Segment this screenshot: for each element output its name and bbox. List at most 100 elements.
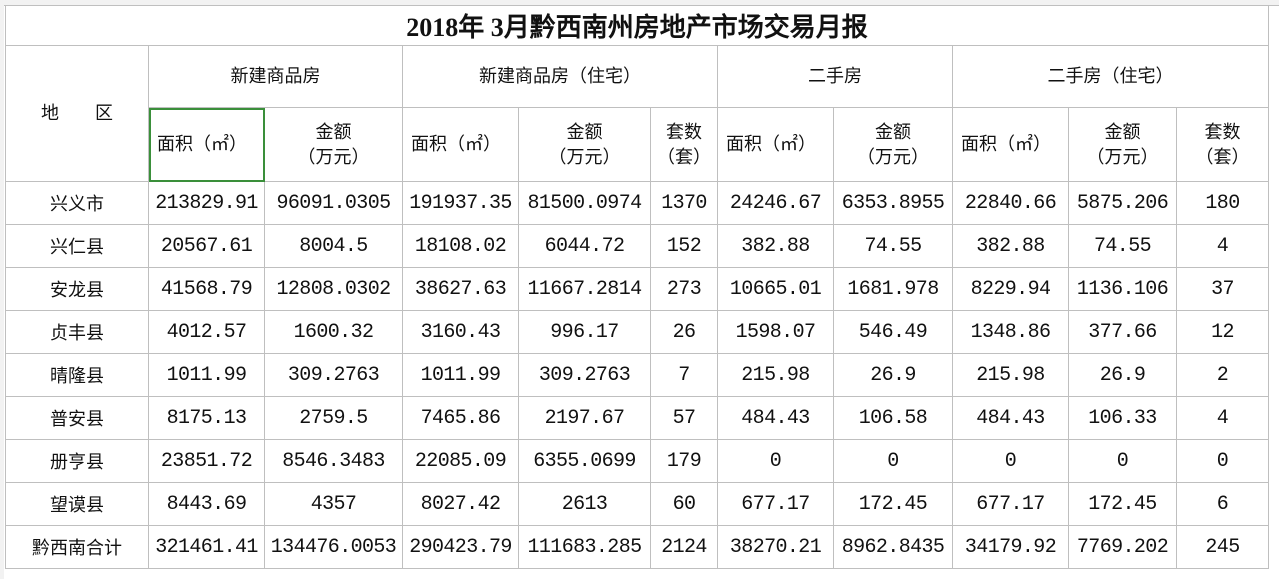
cell[interactable]: 677.17: [717, 482, 834, 526]
cell[interactable]: 12: [1176, 310, 1269, 354]
cell[interactable]: 6: [1176, 482, 1269, 526]
cell[interactable]: 321461.41: [148, 525, 265, 569]
cell[interactable]: 0: [717, 439, 834, 483]
cell[interactable]: 106.33: [1068, 396, 1177, 440]
cell[interactable]: 38270.21: [717, 525, 834, 569]
column-header[interactable]: 金额 （万元）: [518, 107, 651, 182]
group-header[interactable]: 二手房: [717, 45, 953, 108]
cell[interactable]: 8027.42: [402, 482, 519, 526]
cell[interactable]: 兴仁县: [5, 224, 149, 268]
cell[interactable]: 11667.2814: [518, 267, 651, 311]
cell[interactable]: 57: [650, 396, 718, 440]
cell[interactable]: 册亨县: [5, 439, 149, 483]
cell[interactable]: 4: [1176, 224, 1269, 268]
cell[interactable]: 0: [1176, 439, 1269, 483]
cell[interactable]: 18108.02: [402, 224, 519, 268]
cell[interactable]: 黔西南合计: [5, 525, 149, 569]
cell[interactable]: 215.98: [952, 353, 1069, 397]
cell[interactable]: 172.45: [833, 482, 953, 526]
cell[interactable]: 179: [650, 439, 718, 483]
cell[interactable]: 4012.57: [148, 310, 265, 354]
cell[interactable]: 0: [833, 439, 953, 483]
cell[interactable]: 6353.8955: [833, 181, 953, 225]
cell[interactable]: 8175.13: [148, 396, 265, 440]
column-header[interactable]: 面积（㎡）: [717, 107, 834, 182]
cell[interactable]: 1681.978: [833, 267, 953, 311]
cell[interactable]: 晴隆县: [5, 353, 149, 397]
cell[interactable]: 安龙县: [5, 267, 149, 311]
cell[interactable]: 1348.86: [952, 310, 1069, 354]
cell[interactable]: 4357: [264, 482, 403, 526]
cell[interactable]: 24246.67: [717, 181, 834, 225]
cell[interactable]: 111683.285: [518, 525, 651, 569]
cell[interactable]: 12808.0302: [264, 267, 403, 311]
sheet-title[interactable]: 2018年 3月黔西南州房地产市场交易月报: [5, 5, 1269, 46]
group-header[interactable]: 二手房（住宅）: [952, 45, 1269, 108]
column-header[interactable]: 金额 （万元）: [1068, 107, 1177, 182]
cell[interactable]: 8546.3483: [264, 439, 403, 483]
cell[interactable]: 1011.99: [402, 353, 519, 397]
cell[interactable]: 1598.07: [717, 310, 834, 354]
cell[interactable]: 22085.09: [402, 439, 519, 483]
group-header[interactable]: 新建商品房（住宅）: [402, 45, 718, 108]
column-header[interactable]: 套数 （套）: [1176, 107, 1269, 182]
cell[interactable]: 677.17: [952, 482, 1069, 526]
cell[interactable]: 贞丰县: [5, 310, 149, 354]
cell[interactable]: 382.88: [717, 224, 834, 268]
cell[interactable]: 2613: [518, 482, 651, 526]
cell[interactable]: 1011.99: [148, 353, 265, 397]
cell[interactable]: 1600.32: [264, 310, 403, 354]
group-header[interactable]: 新建商品房: [148, 45, 403, 108]
cell[interactable]: 996.17: [518, 310, 651, 354]
cell[interactable]: 2197.67: [518, 396, 651, 440]
cell[interactable]: 273: [650, 267, 718, 311]
cell[interactable]: 2: [1176, 353, 1269, 397]
cell[interactable]: 2124: [650, 525, 718, 569]
cell[interactable]: 484.43: [717, 396, 834, 440]
cell[interactable]: 7769.202: [1068, 525, 1177, 569]
cell[interactable]: 309.2763: [518, 353, 651, 397]
column-header[interactable]: 金额 （万元）: [833, 107, 953, 182]
cell[interactable]: 484.43: [952, 396, 1069, 440]
cell[interactable]: 245: [1176, 525, 1269, 569]
cell[interactable]: 37: [1176, 267, 1269, 311]
cell[interactable]: 26: [650, 310, 718, 354]
region-header[interactable]: 地 区: [5, 45, 149, 182]
cell[interactable]: 4: [1176, 396, 1269, 440]
cell[interactable]: 74.55: [1068, 224, 1177, 268]
cell[interactable]: 6355.0699: [518, 439, 651, 483]
cell[interactable]: 7465.86: [402, 396, 519, 440]
cell[interactable]: 5875.206: [1068, 181, 1177, 225]
cell[interactable]: 普安县: [5, 396, 149, 440]
cell[interactable]: 0: [1068, 439, 1177, 483]
cell[interactable]: 41568.79: [148, 267, 265, 311]
cell[interactable]: 213829.91: [148, 181, 265, 225]
column-header[interactable]: 面积（㎡）: [402, 107, 519, 182]
cell[interactable]: 8443.69: [148, 482, 265, 526]
cell[interactable]: 382.88: [952, 224, 1069, 268]
cell[interactable]: 60: [650, 482, 718, 526]
cell[interactable]: 309.2763: [264, 353, 403, 397]
cell[interactable]: 8229.94: [952, 267, 1069, 311]
column-header[interactable]: 面积（㎡）: [148, 107, 265, 182]
cell[interactable]: 191937.35: [402, 181, 519, 225]
cell[interactable]: 96091.0305: [264, 181, 403, 225]
cell[interactable]: 23851.72: [148, 439, 265, 483]
cell[interactable]: 34179.92: [952, 525, 1069, 569]
cell[interactable]: 377.66: [1068, 310, 1177, 354]
cell[interactable]: 215.98: [717, 353, 834, 397]
cell[interactable]: 3160.43: [402, 310, 519, 354]
cell[interactable]: 0: [952, 439, 1069, 483]
cell[interactable]: 152: [650, 224, 718, 268]
cell[interactable]: 8962.8435: [833, 525, 953, 569]
column-header[interactable]: 面积（㎡）: [952, 107, 1069, 182]
cell[interactable]: 20567.61: [148, 224, 265, 268]
cell[interactable]: 106.58: [833, 396, 953, 440]
cell[interactable]: 134476.0053: [264, 525, 403, 569]
cell[interactable]: 1370: [650, 181, 718, 225]
cell[interactable]: 74.55: [833, 224, 953, 268]
cell[interactable]: 1136.106: [1068, 267, 1177, 311]
cell[interactable]: 22840.66: [952, 181, 1069, 225]
cell[interactable]: 38627.63: [402, 267, 519, 311]
cell[interactable]: 81500.0974: [518, 181, 651, 225]
